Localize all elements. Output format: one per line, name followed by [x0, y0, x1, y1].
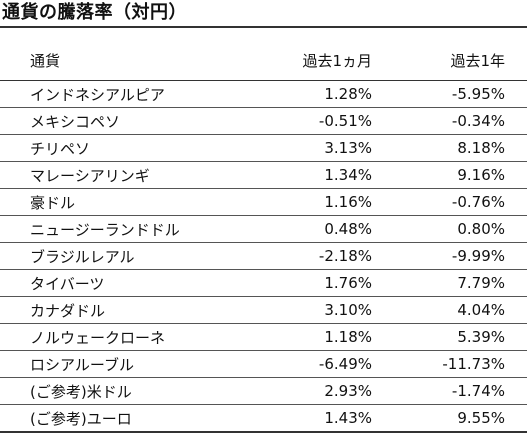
- table-row: インドネシアルピア 1.28% -5.95%: [0, 80, 527, 108]
- change-1-year: 5.39%: [394, 323, 527, 351]
- change-1-month: 1.76%: [276, 269, 394, 297]
- change-1-month: 0.48%: [276, 215, 394, 243]
- change-1-month: 1.43%: [276, 404, 394, 433]
- change-1-year: -11.73%: [394, 350, 527, 378]
- currency-name: ロシアルーブル: [0, 350, 276, 378]
- currency-name: インドネシアルピア: [0, 80, 276, 108]
- currency-name: メキシコペソ: [0, 107, 276, 135]
- change-1-year: 4.04%: [394, 296, 527, 324]
- change-1-year: -9.99%: [394, 242, 527, 270]
- change-1-year: -0.76%: [394, 188, 527, 216]
- table-header-row: 通貨 過去1ヵ月 過去1年: [0, 40, 527, 81]
- table-row: カナダドル 3.10% 4.04%: [0, 296, 527, 324]
- page-title: 通貨の騰落率（対円）: [2, 2, 187, 23]
- currency-name: チリペソ: [0, 134, 276, 162]
- change-1-month: -6.49%: [276, 350, 394, 378]
- table-row: 豪ドル 1.16% -0.76%: [0, 188, 527, 216]
- table-row: (ご参考)米ドル 2.93% -1.74%: [0, 377, 527, 405]
- currency-name: マレーシアリンギ: [0, 161, 276, 189]
- currency-rates-table: 通貨 過去1ヵ月 過去1年 インドネシアルピア 1.28% -5.95% メキシ…: [0, 40, 527, 433]
- change-1-month: 1.18%: [276, 323, 394, 351]
- change-1-year: -0.34%: [394, 107, 527, 135]
- table-row: ニュージーランドドル 0.48% 0.80%: [0, 215, 527, 243]
- currency-name: ニュージーランドドル: [0, 215, 276, 243]
- title-divider: [0, 26, 527, 28]
- change-1-year: 8.18%: [394, 134, 527, 162]
- change-1-month: 1.34%: [276, 161, 394, 189]
- currency-name: (ご参考)ユーロ: [0, 404, 276, 433]
- change-1-month: -0.51%: [276, 107, 394, 135]
- table-row: タイバーツ 1.76% 7.79%: [0, 269, 527, 297]
- currency-name: 豪ドル: [0, 188, 276, 216]
- column-header-1-month: 過去1ヵ月: [276, 40, 394, 81]
- currency-name: タイバーツ: [0, 269, 276, 297]
- table-row: ブラジルレアル -2.18% -9.99%: [0, 242, 527, 270]
- change-1-year: 0.80%: [394, 215, 527, 243]
- change-1-year: 9.55%: [394, 404, 527, 433]
- table-row: チリペソ 3.13% 8.18%: [0, 134, 527, 162]
- change-1-month: 3.13%: [276, 134, 394, 162]
- change-1-month: 1.28%: [276, 80, 394, 108]
- change-1-month: 2.93%: [276, 377, 394, 405]
- table-row: (ご参考)ユーロ 1.43% 9.55%: [0, 404, 527, 433]
- column-header-1-year: 過去1年: [394, 40, 527, 81]
- currency-name: ノルウェークローネ: [0, 323, 276, 351]
- table-row: ノルウェークローネ 1.18% 5.39%: [0, 323, 527, 351]
- currency-name: (ご参考)米ドル: [0, 377, 276, 405]
- change-1-year: -1.74%: [394, 377, 527, 405]
- change-1-year: 9.16%: [394, 161, 527, 189]
- table-row: マレーシアリンギ 1.34% 9.16%: [0, 161, 527, 189]
- currency-name: ブラジルレアル: [0, 242, 276, 270]
- change-1-year: 7.79%: [394, 269, 527, 297]
- change-1-year: -5.95%: [394, 80, 527, 108]
- change-1-month: -2.18%: [276, 242, 394, 270]
- change-1-month: 3.10%: [276, 296, 394, 324]
- table-row: メキシコペソ -0.51% -0.34%: [0, 107, 527, 135]
- column-header-currency: 通貨: [0, 40, 276, 81]
- change-1-month: 1.16%: [276, 188, 394, 216]
- table-row: ロシアルーブル -6.49% -11.73%: [0, 350, 527, 378]
- currency-name: カナダドル: [0, 296, 276, 324]
